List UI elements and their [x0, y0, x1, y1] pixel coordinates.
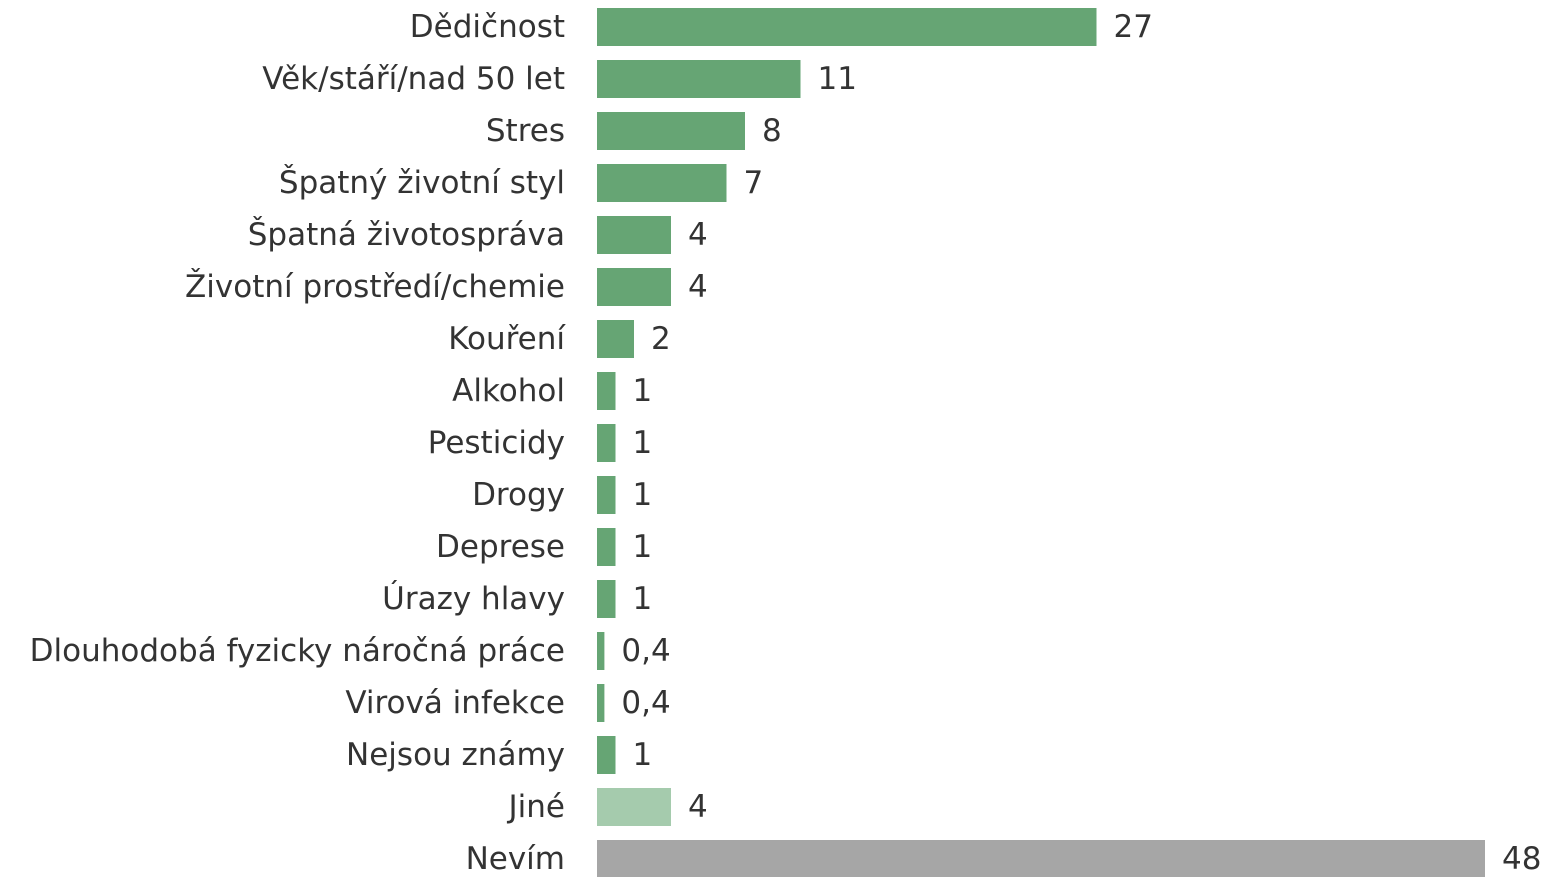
value-label: 1: [633, 373, 653, 409]
category-label: Nevím: [466, 841, 565, 877]
value-label: 1: [633, 529, 653, 565]
category-label: Dlouhodobá fyzicky náročná práce: [30, 633, 565, 669]
bar: [597, 736, 616, 774]
bar: [597, 372, 616, 410]
value-label: 7: [744, 165, 764, 201]
bars: [597, 8, 1485, 877]
value-label: 4: [688, 789, 708, 825]
category-label: Věk/stáří/nad 50 let: [262, 61, 565, 97]
bar: [597, 476, 616, 514]
bar: [597, 840, 1485, 877]
bar: [597, 60, 801, 98]
category-label: Alkohol: [452, 373, 565, 409]
bar: [597, 788, 671, 826]
category-label: Úrazy hlavy: [382, 580, 565, 617]
bar: [597, 112, 745, 150]
category-label: Drogy: [472, 477, 565, 513]
category-label: Dědičnost: [410, 9, 565, 45]
bar: [597, 684, 605, 722]
category-label: Deprese: [436, 529, 565, 565]
value-label: 0,4: [621, 633, 670, 669]
category-label: Pesticidy: [428, 425, 565, 461]
category-label: Jiné: [507, 789, 565, 825]
category-label: Špatná životospráva: [248, 216, 565, 253]
category-label: Nejsou známy: [346, 737, 565, 773]
value-label: 2: [651, 321, 671, 357]
value-label: 1: [633, 425, 653, 461]
category-label: Stres: [486, 113, 565, 149]
value-label: 8: [762, 113, 782, 149]
value-label: 4: [688, 217, 708, 253]
category-labels: Dědičnost Věk/stáří/nad 50 let Stres Špatný…: [30, 9, 567, 877]
bar: [597, 8, 1097, 46]
bar: [597, 580, 616, 618]
bar: [597, 268, 671, 306]
value-label: 48: [1502, 841, 1541, 877]
bar: [597, 164, 727, 202]
value-label: 0,4: [621, 685, 670, 721]
value-label: 1: [633, 581, 653, 617]
value-label: 11: [818, 61, 857, 97]
bar: [597, 528, 616, 566]
bar: [597, 216, 671, 254]
category-label: Kouření: [448, 321, 566, 357]
category-label: Špatný životní styl: [279, 164, 565, 201]
bar: [597, 632, 605, 670]
value-label: 27: [1114, 9, 1153, 45]
value-label: 1: [633, 477, 653, 513]
value-label: 1: [633, 737, 653, 773]
category-label: Virová infekce: [345, 685, 565, 721]
value-label: 4: [688, 269, 708, 305]
category-label: Životní prostředí/chemie: [185, 269, 565, 305]
bar: [597, 320, 634, 358]
bar: [597, 424, 616, 462]
